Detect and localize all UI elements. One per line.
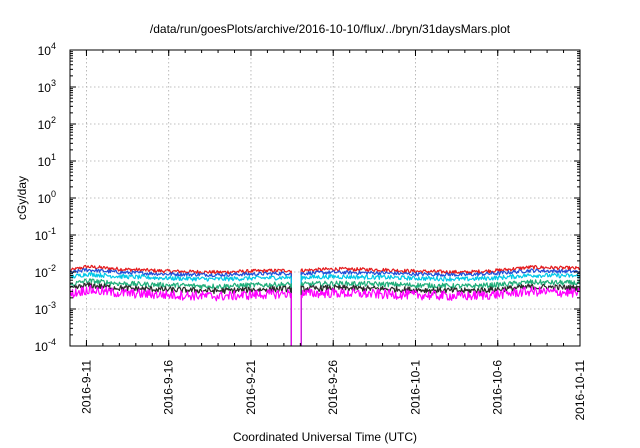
y-axis-label: cGy/day: [15, 176, 29, 220]
chart-title: /data/run/goesPlots/archive/2016-10-10/f…: [150, 22, 511, 36]
y-tick-label: 104: [38, 41, 56, 58]
y-tick-label: 100: [38, 189, 56, 206]
x-tick-label: 2016-9-11: [79, 360, 93, 414]
series-line-5: [69, 284, 581, 346]
series-line-1: [69, 268, 581, 346]
x-tick-label: 2016-10-11: [573, 360, 587, 421]
x-tick-label: 2016-9-26: [326, 360, 340, 415]
series-line-2: [69, 272, 581, 346]
x-axis-label: Coordinated Universal Time (UTC): [233, 430, 417, 444]
y-tick-label: 10-3: [35, 300, 56, 317]
y-tick-label: 102: [38, 115, 56, 132]
y-axis-ticks: 10-4 10-3 10-2 10-1 100 101 102 103 104: [35, 41, 580, 354]
y-tick-label: 10-2: [35, 263, 56, 280]
y-tick-label: 103: [38, 78, 56, 95]
grid-lines: [70, 50, 580, 346]
series-group: [69, 264, 581, 346]
y-tick-label: 101: [38, 152, 56, 169]
x-tick-label: 2016-9-21: [244, 360, 258, 415]
y-tick-label: 10-4: [35, 337, 56, 354]
x-tick-label: 2016-10-1: [408, 360, 422, 415]
x-tick-label: 2016-9-16: [162, 360, 176, 415]
y-tick-label: 10-1: [35, 226, 56, 243]
x-tick-label: 2016-10-6: [491, 360, 505, 415]
x-axis-ticks: 2016-9-11 2016-9-16 2016-9-21 2016-9-26 2016…: [69, 50, 587, 421]
